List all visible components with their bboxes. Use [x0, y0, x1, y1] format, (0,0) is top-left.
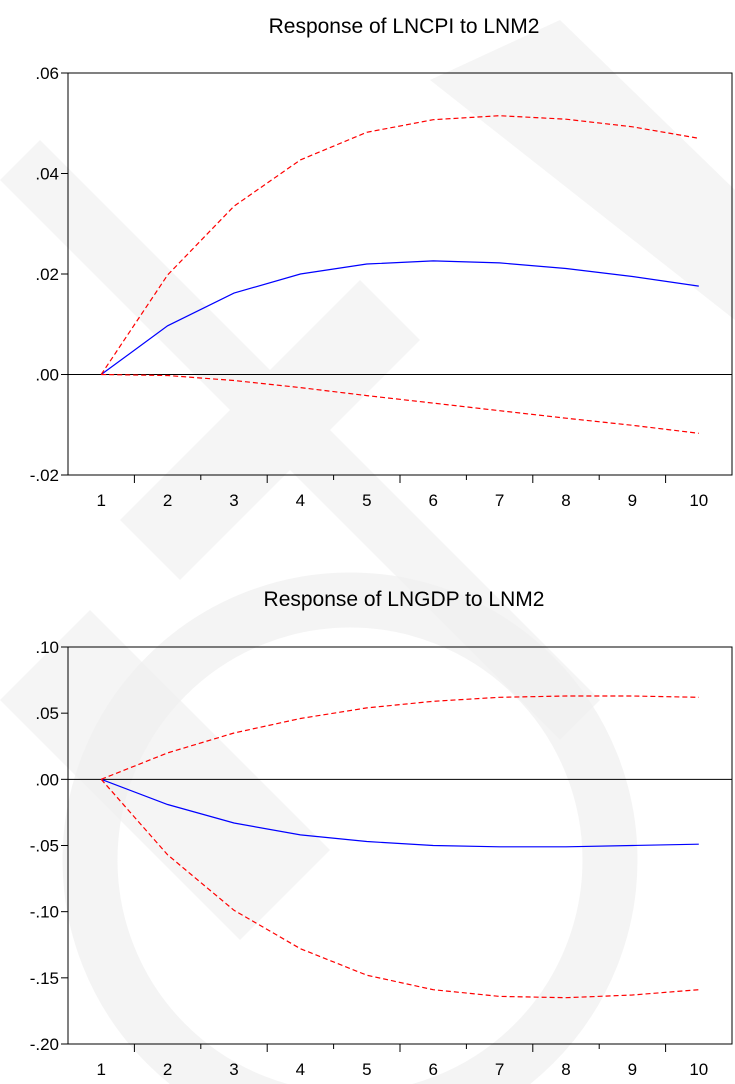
x-tick-label: 5 [362, 1060, 371, 1079]
x-tick-label: 4 [296, 491, 305, 510]
x-tick-label: 4 [296, 1060, 305, 1079]
y-tick-label: -.20 [30, 1035, 59, 1054]
chart-title: Response of LNCPI to LNM2 [269, 15, 540, 38]
y-tick-label: .02 [35, 265, 59, 284]
confidence-band-line [100, 115, 699, 375]
x-tick-label: 9 [628, 1060, 637, 1079]
chart-lngdp: Response of LNGDP to LNM2 -.20 -.15 -.10 -.… [30, 588, 733, 1079]
x-tick-label: 3 [229, 1060, 238, 1079]
x-tick-label: 9 [628, 491, 637, 510]
confidence-band-line [100, 778, 699, 999]
y-tick-label: -.02 [30, 466, 59, 485]
confidence-band-line [101, 373, 699, 434]
x-tick-label: 2 [163, 491, 172, 510]
x-tick-label: 2 [163, 1060, 172, 1079]
chart-lncpi: Response of LNCPI to LNM2 -.02 .00 .02 .04.… [30, 15, 733, 510]
confidence-band-line [100, 695, 699, 780]
response-line [100, 778, 699, 848]
x-tick-label: 8 [561, 1060, 570, 1079]
x-tick-label: 1 [96, 1060, 105, 1079]
y-tick-label: .04 [35, 165, 59, 184]
chart-title: Response of LNGDP to LNM2 [264, 588, 545, 611]
response-line [100, 260, 699, 375]
y-tick-label: -.15 [30, 969, 59, 988]
x-tick-label: 3 [229, 491, 238, 510]
y-tick-label: .00 [35, 366, 59, 385]
x-tick-label: 8 [561, 491, 570, 510]
x-tick-label: 1 [96, 491, 105, 510]
x-tick-label: 7 [495, 491, 504, 510]
x-tick-label: 10 [689, 1060, 708, 1079]
x-tick-label: 5 [362, 491, 371, 510]
x-tick-label: 6 [428, 491, 437, 510]
y-tick-label: .10 [35, 638, 59, 657]
y-tick-label: -.10 [30, 903, 59, 922]
y-tick-label: .00 [35, 770, 59, 789]
y-tick-label: -.05 [30, 837, 59, 856]
x-tick-label: 10 [689, 491, 708, 510]
y-tick-label: .06 [35, 64, 59, 83]
x-tick-label: 6 [428, 1060, 437, 1079]
x-tick-label: 7 [495, 1060, 504, 1079]
plot-frame [67, 72, 733, 476]
y-tick-label: .05 [35, 704, 59, 723]
